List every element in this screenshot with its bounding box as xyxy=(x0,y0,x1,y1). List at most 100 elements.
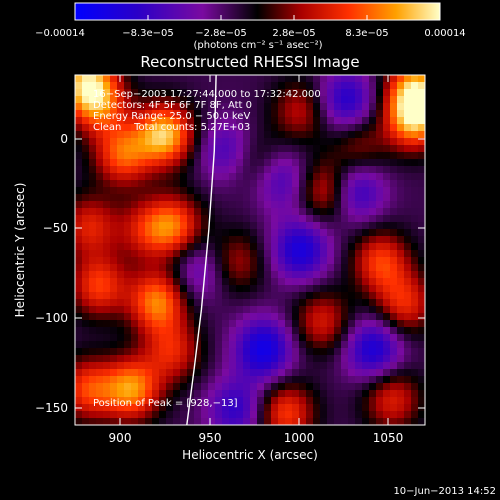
heatmap-cell xyxy=(180,187,188,195)
heatmap-cell xyxy=(278,117,286,125)
heatmap-cell xyxy=(334,341,342,349)
heatmap-cell xyxy=(75,152,83,160)
heatmap-cell xyxy=(117,418,125,425)
heatmap-cell xyxy=(117,355,125,363)
heatmap-cell xyxy=(103,362,111,370)
heatmap-cell xyxy=(166,341,174,349)
heatmap-cell xyxy=(250,250,258,258)
heatmap-cell xyxy=(355,299,363,307)
heatmap-cell xyxy=(292,334,300,342)
heatmap-cell xyxy=(355,341,363,349)
heatmap-cell xyxy=(390,418,398,425)
heatmap-cell xyxy=(145,152,153,160)
heatmap-cell xyxy=(243,362,251,370)
heatmap-cell xyxy=(131,362,139,370)
heatmap-cell xyxy=(383,89,391,97)
heatmap-cell xyxy=(110,75,118,83)
heatmap-cell xyxy=(110,348,118,356)
heatmap-cell xyxy=(173,229,181,237)
heatmap-cell xyxy=(383,173,391,181)
heatmap-cell xyxy=(117,271,125,279)
heatmap-cell xyxy=(201,187,209,195)
heatmap-cell xyxy=(215,341,223,349)
heatmap-cell xyxy=(250,152,258,160)
heatmap-cell xyxy=(257,383,265,391)
heatmap-cell xyxy=(145,271,153,279)
heatmap-cell xyxy=(89,285,97,293)
heatmap-cell xyxy=(411,418,419,425)
heatmap-cell xyxy=(229,124,237,132)
heatmap-cell xyxy=(411,194,419,202)
heatmap-cell xyxy=(250,215,258,223)
heatmap-cell xyxy=(208,418,216,425)
heatmap-cell xyxy=(117,215,125,223)
heatmap-cell xyxy=(348,243,356,251)
heatmap-cell xyxy=(236,383,244,391)
heatmap-cell xyxy=(278,222,286,230)
heatmap-cell xyxy=(152,236,160,244)
heatmap-cell xyxy=(152,82,160,90)
heatmap-cell xyxy=(369,250,377,258)
heatmap-cell xyxy=(138,257,146,265)
heatmap-cell xyxy=(194,306,202,314)
heatmap-cell xyxy=(236,418,244,425)
heatmap-cell xyxy=(376,124,384,132)
heatmap-cell xyxy=(187,236,195,244)
heatmap-cell xyxy=(180,145,188,153)
heatmap-cell xyxy=(250,411,258,419)
heatmap-cell xyxy=(208,271,216,279)
heatmap-cell xyxy=(89,89,97,97)
heatmap-cell xyxy=(299,159,307,167)
heatmap-cell xyxy=(110,257,118,265)
heatmap-cell xyxy=(96,201,104,209)
heatmap-cell xyxy=(264,299,272,307)
heatmap-cell xyxy=(236,320,244,328)
heatmap-cell xyxy=(271,320,279,328)
heatmap-cell xyxy=(264,145,272,153)
heatmap-cell xyxy=(229,292,237,300)
annotation-detectors: Detectors: 4F 5F 6F 7F 8F, Att 0 xyxy=(93,100,252,111)
heatmap-cell xyxy=(152,341,160,349)
heatmap-cell xyxy=(257,390,265,398)
heatmap-cell xyxy=(152,320,160,328)
heatmap-cell xyxy=(124,334,132,342)
heatmap-cell xyxy=(334,334,342,342)
heatmap-cell xyxy=(124,152,132,160)
heatmap-cell xyxy=(348,187,356,195)
heatmap-cell xyxy=(369,131,377,139)
heatmap-cell xyxy=(131,243,139,251)
heatmap-cell xyxy=(397,215,405,223)
heatmap-cell xyxy=(383,362,391,370)
heatmap-cell xyxy=(299,411,307,419)
heatmap-cell xyxy=(82,173,90,181)
heatmap-cell xyxy=(117,362,125,370)
heatmap-cell xyxy=(131,264,139,272)
heatmap-cell xyxy=(334,159,342,167)
heatmap-cell xyxy=(271,166,279,174)
heatmap-cell xyxy=(383,110,391,118)
heatmap-cell xyxy=(124,383,132,391)
heatmap-cell xyxy=(194,124,202,132)
heatmap-cell xyxy=(271,397,279,405)
heatmap-cell xyxy=(306,96,314,104)
heatmap-cell xyxy=(278,173,286,181)
heatmap-cell xyxy=(187,285,195,293)
heatmap-cell xyxy=(348,292,356,300)
heatmap-cell xyxy=(124,250,132,258)
heatmap-cell xyxy=(236,96,244,104)
heatmap-cell xyxy=(418,250,425,258)
heatmap-cell xyxy=(215,110,223,118)
heatmap-cell xyxy=(404,271,412,279)
heatmap-cell xyxy=(201,180,209,188)
heatmap-cell xyxy=(215,264,223,272)
heatmap-cell xyxy=(418,236,425,244)
heatmap-cell xyxy=(397,250,405,258)
heatmap-cell xyxy=(285,243,293,251)
heatmap-cell xyxy=(173,383,181,391)
heatmap-cell xyxy=(250,292,258,300)
heatmap-cell xyxy=(222,411,230,419)
heatmap-cell xyxy=(243,376,251,384)
heatmap-cell xyxy=(82,201,90,209)
heatmap-cell xyxy=(124,96,132,104)
heatmap-cell xyxy=(166,313,174,321)
